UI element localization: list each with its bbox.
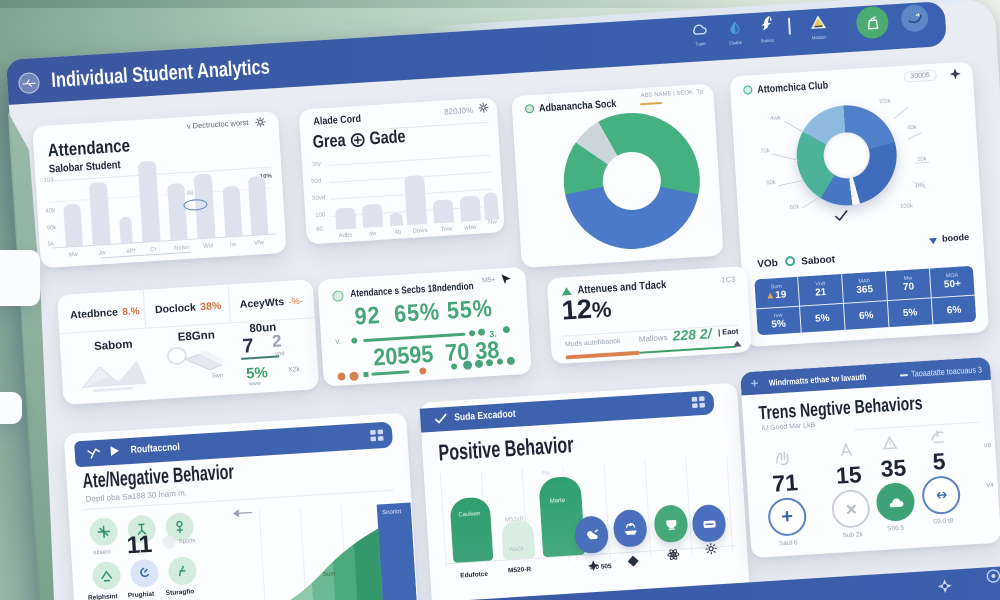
svg-text:Snoriot: Snoriot	[382, 509, 402, 516]
svg-text:Sum: Sum	[323, 571, 336, 578]
